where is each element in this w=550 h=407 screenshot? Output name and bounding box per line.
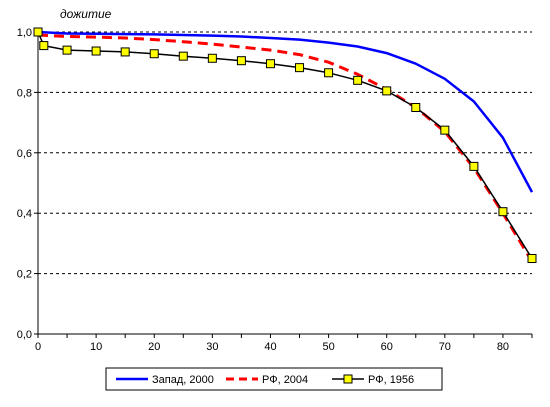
series-point xyxy=(91,46,101,56)
series-point xyxy=(33,27,43,37)
y-tick-labels: 0,0 0,2 0,4 0,6 0,8 1,0 xyxy=(17,27,32,341)
series-line-1 xyxy=(37,33,534,263)
y-tick-label: 0,0 xyxy=(17,329,32,341)
series-point xyxy=(295,63,305,73)
series-point xyxy=(120,47,130,57)
axes xyxy=(34,31,533,338)
y-axis-label: дожитие xyxy=(60,7,112,21)
gridlines xyxy=(38,31,532,275)
x-tick-label: 0 xyxy=(35,341,41,353)
x-tick-label: 20 xyxy=(148,341,160,353)
y-tick-label: 0,2 xyxy=(17,269,32,281)
series-point xyxy=(39,41,49,51)
series-point xyxy=(207,53,217,63)
series-point xyxy=(440,125,450,135)
legend-marker xyxy=(343,374,353,384)
x-tick-label: 70 xyxy=(439,341,451,353)
x-tick-label: 50 xyxy=(322,341,334,353)
y-tick-label: 0,4 xyxy=(17,208,32,220)
series-line-2 xyxy=(37,31,533,259)
series-point xyxy=(178,51,188,61)
series-point xyxy=(498,207,508,217)
x-tick-label: 30 xyxy=(206,341,218,353)
x-tick-labels: 0 10 20 30 40 50 60 70 80 xyxy=(35,341,509,353)
series-group xyxy=(33,27,537,263)
y-tick-label: 0,8 xyxy=(17,87,32,99)
series-point xyxy=(62,45,72,55)
series-point xyxy=(382,86,392,96)
x-tick-label: 40 xyxy=(264,341,276,353)
series-point xyxy=(353,75,363,85)
legend-label-2: РФ, 1956 xyxy=(368,374,414,386)
series-point xyxy=(527,254,537,263)
x-tick-label: 10 xyxy=(90,341,102,353)
legend-label-1: РФ, 2004 xyxy=(262,374,308,386)
series-point xyxy=(265,59,275,69)
y-tick-label: 0,6 xyxy=(17,148,32,160)
y-tick-label: 1,0 xyxy=(17,27,32,39)
legend-box xyxy=(105,367,443,391)
legend-label-0: Запад, 2000 xyxy=(152,374,214,386)
series-point xyxy=(411,103,421,112)
series-point xyxy=(149,49,159,59)
series-point xyxy=(236,56,246,66)
series-line-0 xyxy=(37,30,534,193)
series-point xyxy=(469,161,479,171)
x-tick-label: 60 xyxy=(381,341,393,353)
x-tick-label: 80 xyxy=(497,341,509,353)
series-point xyxy=(324,68,334,78)
legend: Запад, 2000 РФ, 2004 РФ, 1956 xyxy=(105,367,443,391)
